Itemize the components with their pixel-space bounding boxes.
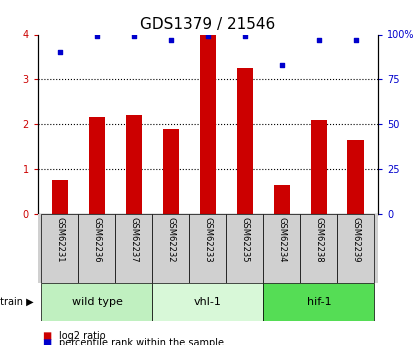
Bar	[300, 214, 337, 283]
Bar	[310, 120, 327, 214]
Text: log2 ratio: log2 ratio	[59, 332, 105, 341]
Bar	[152, 283, 263, 321]
Point	[205, 33, 211, 39]
Bar	[200, 34, 216, 214]
Text: GSM62234: GSM62234	[277, 217, 286, 263]
Text: GSM62233: GSM62233	[203, 217, 213, 263]
Bar	[42, 283, 152, 321]
Text: GSM62232: GSM62232	[166, 217, 176, 263]
Text: GSM62238: GSM62238	[314, 217, 323, 263]
Bar	[89, 117, 105, 214]
Bar	[236, 68, 253, 214]
Text: strain ▶: strain ▶	[0, 297, 34, 307]
Bar	[347, 140, 364, 214]
Bar	[79, 214, 116, 283]
Bar	[126, 115, 142, 214]
Point	[131, 33, 137, 39]
Point	[278, 62, 285, 68]
Bar	[337, 214, 374, 283]
Title: GDS1379 / 21546: GDS1379 / 21546	[140, 17, 276, 32]
Bar	[163, 129, 179, 214]
Text: wild type: wild type	[71, 297, 122, 307]
Text: GSM62236: GSM62236	[92, 217, 102, 263]
Point	[168, 37, 174, 43]
Text: hif-1: hif-1	[307, 297, 331, 307]
Bar	[226, 214, 263, 283]
Bar	[116, 214, 152, 283]
Point	[352, 37, 359, 43]
Point	[315, 37, 322, 43]
Text: percentile rank within the sample: percentile rank within the sample	[59, 338, 224, 345]
Bar	[263, 214, 300, 283]
Text: ■: ■	[42, 338, 51, 345]
Text: GSM62237: GSM62237	[129, 217, 139, 263]
Text: GSM62235: GSM62235	[240, 217, 249, 263]
Bar	[189, 214, 226, 283]
Bar	[273, 185, 290, 214]
Point	[57, 50, 63, 55]
Bar	[52, 180, 68, 214]
Bar	[263, 283, 374, 321]
Text: vhl-1: vhl-1	[194, 297, 222, 307]
Text: ■: ■	[42, 332, 51, 341]
Point	[241, 33, 248, 39]
Text: GSM62231: GSM62231	[55, 217, 65, 263]
Text: GSM62239: GSM62239	[351, 217, 360, 263]
Bar	[152, 214, 189, 283]
Point	[94, 33, 100, 39]
Bar	[42, 214, 79, 283]
